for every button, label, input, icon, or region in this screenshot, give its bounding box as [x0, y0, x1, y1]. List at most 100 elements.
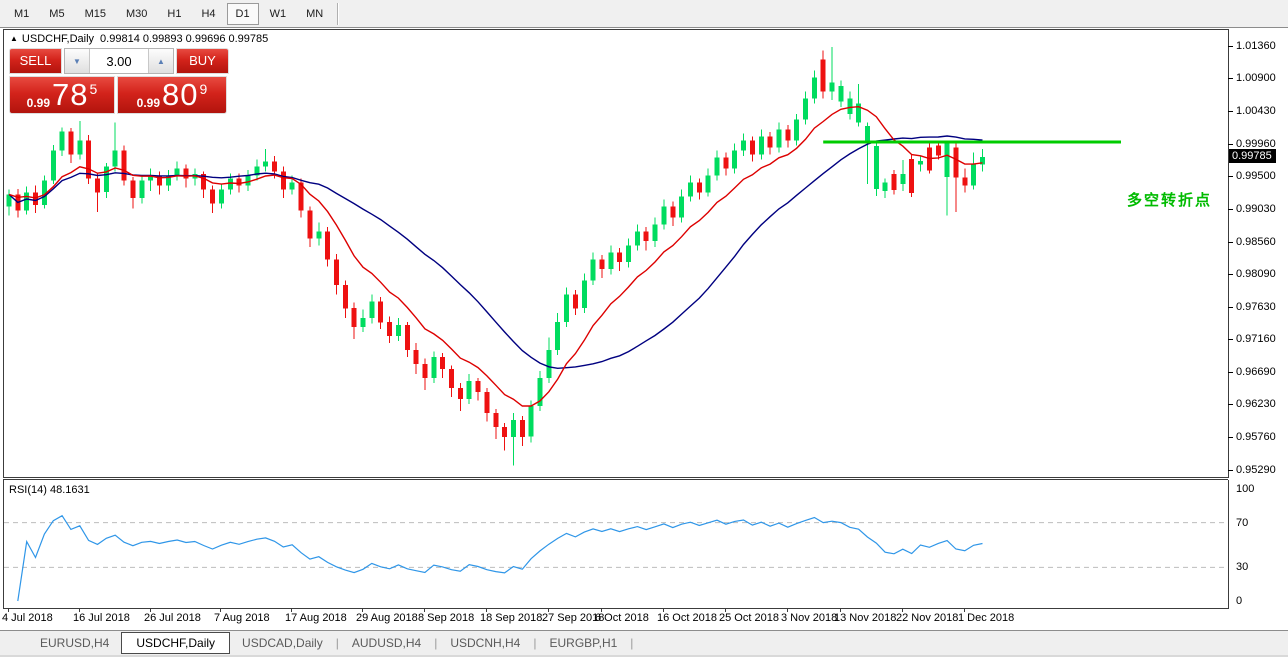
volume-input[interactable]: 3.00 [106, 53, 132, 69]
date-tick-label: 3 Nov 2018 [781, 612, 838, 624]
chart-ohlc-values: 0.99814 0.99893 0.99696 0.99785 [100, 33, 269, 45]
rsi-tick-label: 100 [1236, 483, 1255, 495]
price-chart-pane[interactable]: ▲ USDCHF,Daily 0.99814 0.99893 0.99696 0.9… [3, 29, 1229, 478]
date-tick-mark [362, 608, 363, 612]
sell-price-button[interactable]: 0.99 78 5 [9, 76, 115, 114]
chart-tab-usdchf-daily[interactable]: USDCHF,Daily [121, 632, 231, 654]
price-tick-label: 1.01360 [1236, 40, 1276, 52]
timeframe-button-m30[interactable]: M30 [125, 7, 148, 20]
collapse-panel-icon[interactable]: ▲ [10, 34, 18, 43]
price-tick-label: 1.00900 [1236, 72, 1276, 84]
date-tick-mark [150, 608, 151, 612]
price-tick-label: 0.97160 [1236, 333, 1276, 345]
date-tick-label: 16 Jul 2018 [73, 612, 130, 624]
price-tick-label: 0.98090 [1236, 268, 1276, 280]
date-tick-mark [964, 608, 965, 612]
chart-tab-eurusd-h4[interactable]: EURUSD,H4 [40, 636, 110, 650]
price-tick-mark [1228, 339, 1233, 340]
date-axis[interactable]: 4 Jul 2018 16 Jul 2018 26 Jul 2018 7 Aug 20… [2, 608, 1288, 629]
price-tick-label: 1.00430 [1236, 105, 1276, 117]
chart-tab-usdcad-daily[interactable]: USDCAD,Daily [242, 636, 323, 650]
volume-spinner: ▼ 3.00 ▲ [64, 48, 174, 74]
price-tick-label: 0.96690 [1236, 366, 1276, 378]
timeframe-button-w1[interactable]: W1 [269, 7, 287, 20]
date-tick-mark [291, 608, 292, 612]
price-tick-mark [1228, 437, 1233, 438]
rsi-indicator-pane[interactable]: RSI(14) 48.1631 [3, 480, 1229, 609]
date-tick-mark [840, 608, 841, 612]
date-tick-label: 25 Oct 2018 [719, 612, 779, 624]
sell-price-pip-digit: 5 [89, 81, 98, 97]
price-tick-label: 0.98560 [1236, 236, 1276, 248]
price-tick-mark [1228, 274, 1233, 275]
price-axis[interactable]: 1.01360 1.00900 1.00430 0.99960 0.99500 0.990… [1228, 29, 1288, 477]
rsi-chart [4, 514, 1228, 602]
date-tick-label: 16 Oct 2018 [657, 612, 717, 624]
sell-button[interactable]: SELL [9, 48, 62, 74]
date-tick-mark [725, 608, 726, 612]
rsi-axis: 100 70 30 0 [1228, 480, 1288, 608]
price-tick-label: 0.95290 [1236, 464, 1276, 476]
date-tick-label: 29 Aug 2018 [356, 612, 418, 624]
current-price-badge: 0.99785 [1229, 149, 1276, 163]
date-tick-mark [79, 608, 80, 612]
rsi-tick-label: 70 [1236, 517, 1249, 529]
buy-price-button[interactable]: 0.99 80 9 [117, 76, 227, 114]
timeframe-button-m15[interactable]: M15 [84, 7, 106, 20]
tab-separator: | [335, 636, 339, 650]
price-tick-label: 0.96230 [1236, 398, 1276, 410]
timeframe-button-d1[interactable]: D1 [226, 2, 259, 25]
date-tick-mark [548, 608, 549, 612]
timeframe-button-m5[interactable]: M5 [49, 7, 65, 20]
price-tick-mark [1228, 144, 1233, 145]
buy-price-pip-digit: 9 [199, 81, 208, 97]
date-tick-mark [8, 608, 9, 612]
price-tick-mark [1228, 470, 1233, 471]
timeframe-button-h4[interactable]: H4 [201, 7, 216, 20]
rsi-indicator-label: RSI(14) 48.1631 [9, 484, 90, 496]
date-tick-mark [663, 608, 664, 612]
price-tick-label: 0.97630 [1236, 301, 1276, 313]
chart-tab-audusd-h4[interactable]: AUDUSD,H4 [351, 636, 422, 650]
sell-price-prefix: 0.99 [26, 96, 51, 110]
chart-tab-usdcnh-h4[interactable]: USDCNH,H4 [450, 636, 521, 650]
trade-panel-top-row: SELL ▼ 3.00 ▲ BUY [9, 48, 229, 74]
rsi-tick-label: 0 [1236, 595, 1243, 607]
tab-separator: | [630, 636, 634, 650]
chart-tabs-bar: EURUSD,H4 USDCHF,Daily USDCAD,Daily | AUDUSD… [0, 630, 1288, 657]
timeframe-button-m1[interactable]: M1 [14, 7, 30, 20]
sell-price-big-digits: 78 [52, 77, 89, 112]
one-click-trading-panel: SELL ▼ 3.00 ▲ BUY 0.99 78 5 0.99 80 9 [9, 48, 229, 116]
pane-resize-handle[interactable] [3, 477, 1228, 480]
chart-annotation-text: 多空转折点 [1127, 192, 1213, 209]
date-tick-label: 4 Jul 2018 [2, 612, 53, 624]
chart-symbol-label: USDCHF,Daily [21, 33, 95, 45]
price-tick-label: 0.99960 [1236, 138, 1276, 150]
date-tick-mark [787, 608, 788, 612]
volume-decrease-icon[interactable]: ▼ [65, 49, 90, 73]
timeframe-button-mn[interactable]: MN [306, 7, 324, 20]
price-tick-mark [1228, 176, 1233, 177]
price-tick-mark [1228, 111, 1233, 112]
volume-increase-icon[interactable]: ▲ [148, 49, 173, 73]
price-tick-mark [1228, 46, 1233, 47]
date-tick-label: 13 Nov 2018 [834, 612, 897, 624]
rsi-tick-label: 30 [1236, 561, 1249, 573]
date-tick-label: 22 Nov 2018 [896, 612, 959, 624]
tab-separator: | [434, 636, 438, 650]
candlestick-chart [6, 47, 1121, 466]
date-tick-mark [424, 608, 425, 612]
chart-tab-eurgbp-h1[interactable]: EURGBP,H1 [549, 636, 618, 650]
price-tick-label: 0.99030 [1236, 203, 1276, 215]
buy-button[interactable]: BUY [176, 48, 229, 74]
date-tick-mark [601, 608, 602, 612]
ma-fast-line [8, 105, 983, 407]
timeframe-button-h1[interactable]: H1 [167, 7, 182, 20]
date-tick-label: 7 Aug 2018 [214, 612, 270, 624]
chart-title: ▲ USDCHF,Daily 0.99814 0.99893 0.99696 0.9… [10, 33, 268, 45]
date-tick-label: 26 Jul 2018 [144, 612, 201, 624]
date-tick-label: 17 Aug 2018 [285, 612, 347, 624]
ma-slow-line [8, 135, 983, 370]
price-tick-mark [1228, 307, 1233, 308]
